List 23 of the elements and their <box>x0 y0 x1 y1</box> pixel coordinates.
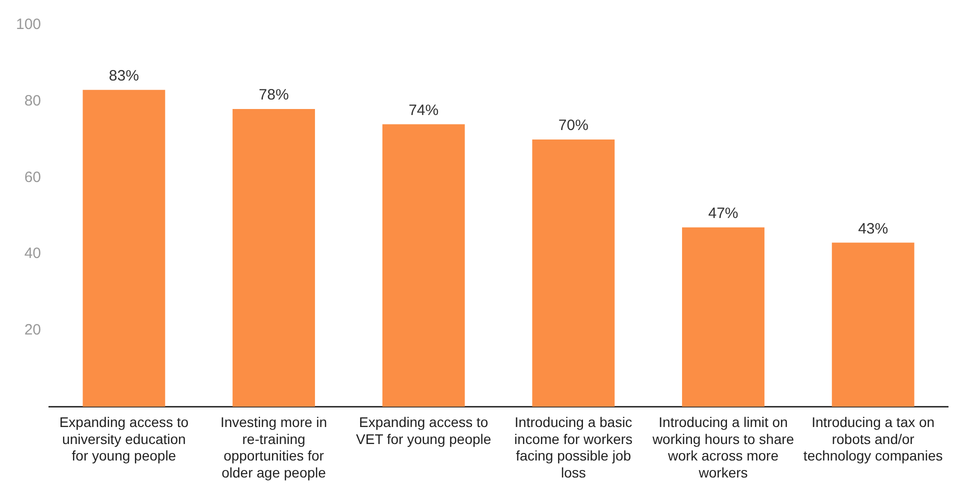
bar <box>382 124 465 407</box>
x-tick-label: Expanding access to university education for young people <box>59 414 189 464</box>
bar <box>532 140 615 407</box>
bar <box>82 90 166 407</box>
data-label: 70% <box>558 117 588 134</box>
y-tick-label: 60 <box>24 168 42 186</box>
data-label: 83% <box>108 68 139 85</box>
y-tick-label: 20 <box>24 322 42 339</box>
data-label: 78% <box>258 86 289 104</box>
bar <box>232 108 315 407</box>
x-tick-label: Introducing a limit on working hours to share work across more workers <box>651 414 794 480</box>
data-label: 74% <box>408 102 439 119</box>
y-tick-label: 40 <box>24 245 42 262</box>
x-tick-label: Investing more in re-training opportunities for older age people <box>220 414 328 480</box>
bar <box>832 242 914 407</box>
bar <box>682 227 764 407</box>
data-label: 43% <box>858 220 888 238</box>
y-tick-label: 80 <box>24 92 42 110</box>
y-tick-label: 100 <box>16 16 42 34</box>
x-tick-label: Expanding access to VET for young people <box>356 414 492 447</box>
x-tick-label: Introducing a basic income for workers facing possible job loss <box>514 414 633 480</box>
x-tick-label: Introducing a tax on robots and/or technology companies <box>803 414 943 464</box>
data-label: 47% <box>708 204 738 222</box>
